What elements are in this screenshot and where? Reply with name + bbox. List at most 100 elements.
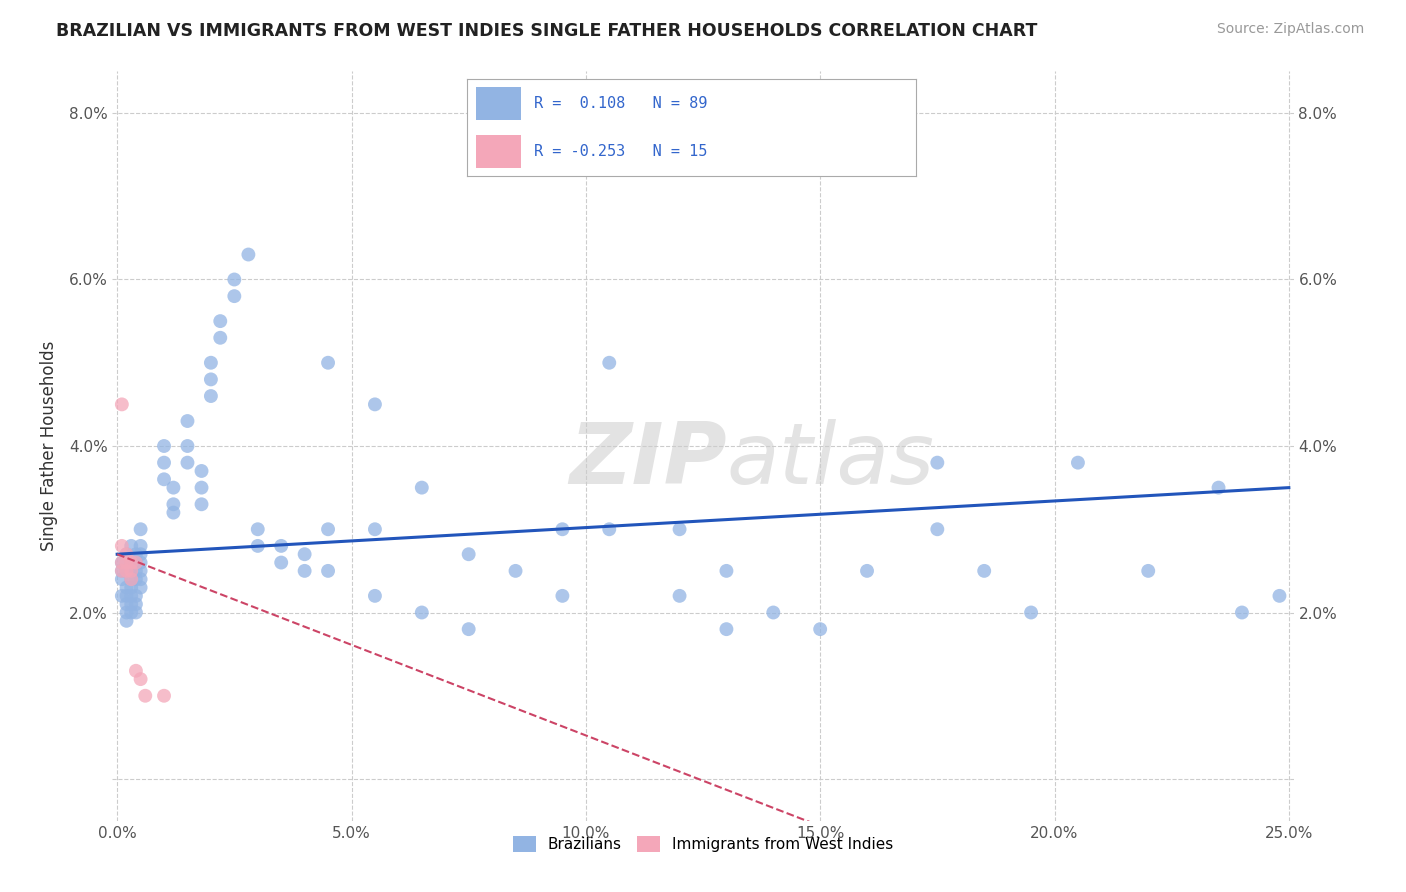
Point	[973, 564, 995, 578]
Point	[115, 564, 138, 578]
Point	[115, 606, 138, 620]
Point	[598, 356, 620, 370]
Point	[176, 439, 198, 453]
Text: BRAZILIAN VS IMMIGRANTS FROM WEST INDIES SINGLE FATHER HOUSEHOLDS CORRELATION CH: BRAZILIAN VS IMMIGRANTS FROM WEST INDIES…	[56, 22, 1038, 40]
Point	[129, 672, 152, 686]
Point	[1208, 481, 1230, 495]
Point	[111, 556, 134, 570]
Point	[246, 522, 269, 536]
Point	[129, 564, 152, 578]
Point	[115, 564, 138, 578]
Point	[190, 497, 212, 511]
Point	[120, 564, 142, 578]
Point	[111, 556, 134, 570]
Point	[224, 289, 246, 303]
Point	[129, 539, 152, 553]
Point	[190, 464, 212, 478]
Point	[856, 564, 879, 578]
Point	[125, 597, 148, 611]
Point	[129, 581, 152, 595]
Point	[411, 481, 433, 495]
Text: Source: ZipAtlas.com: Source: ZipAtlas.com	[1216, 22, 1364, 37]
Point	[120, 556, 142, 570]
Point	[129, 556, 152, 570]
Point	[111, 572, 134, 586]
Point	[134, 689, 156, 703]
Point	[115, 581, 138, 595]
Point	[200, 389, 222, 403]
Point	[316, 522, 339, 536]
Point	[115, 614, 138, 628]
Text: atlas: atlas	[727, 419, 935, 502]
Point	[115, 597, 138, 611]
Point	[364, 522, 387, 536]
Point	[125, 572, 148, 586]
Point	[111, 589, 134, 603]
Point	[120, 606, 142, 620]
Point	[668, 589, 690, 603]
Text: ZIP: ZIP	[569, 419, 727, 502]
Point	[1268, 589, 1291, 603]
Point	[120, 597, 142, 611]
Point	[111, 564, 134, 578]
Point	[153, 439, 176, 453]
Point	[129, 572, 152, 586]
Point	[716, 564, 738, 578]
Point	[162, 506, 184, 520]
Point	[668, 522, 690, 536]
Point	[411, 606, 433, 620]
Legend: Brazilians, Immigrants from West Indies: Brazilians, Immigrants from West Indies	[506, 830, 900, 858]
Point	[120, 572, 142, 586]
Point	[316, 356, 339, 370]
Point	[111, 564, 134, 578]
Point	[120, 581, 142, 595]
Point	[200, 372, 222, 386]
Point	[115, 547, 138, 561]
Point	[200, 356, 222, 370]
Point	[162, 481, 184, 495]
Y-axis label: Single Father Households: Single Father Households	[39, 341, 58, 551]
Point	[120, 572, 142, 586]
Point	[115, 556, 138, 570]
Point	[153, 689, 176, 703]
Point	[1019, 606, 1042, 620]
Point	[125, 556, 148, 570]
Point	[1137, 564, 1160, 578]
Point	[598, 522, 620, 536]
Point	[125, 564, 148, 578]
Point	[457, 547, 479, 561]
Point	[551, 589, 574, 603]
Point	[270, 556, 292, 570]
Point	[111, 539, 134, 553]
Point	[190, 481, 212, 495]
Point	[125, 606, 148, 620]
Point	[120, 589, 142, 603]
Point	[927, 522, 949, 536]
Point	[120, 564, 142, 578]
Point	[1067, 456, 1090, 470]
Point	[115, 547, 138, 561]
Point	[209, 331, 232, 345]
Point	[115, 589, 138, 603]
Point	[294, 547, 316, 561]
Point	[176, 414, 198, 428]
Point	[209, 314, 232, 328]
Point	[316, 564, 339, 578]
Point	[224, 272, 246, 286]
Point	[125, 547, 148, 561]
Point	[551, 522, 574, 536]
Point	[238, 247, 260, 261]
Point	[120, 556, 142, 570]
Point	[153, 456, 176, 470]
Point	[808, 622, 831, 636]
Point	[1230, 606, 1253, 620]
Point	[162, 497, 184, 511]
Point	[364, 589, 387, 603]
Point	[125, 589, 148, 603]
Point	[294, 564, 316, 578]
Point	[129, 522, 152, 536]
Point	[716, 622, 738, 636]
Point	[457, 622, 479, 636]
Point	[762, 606, 785, 620]
Point	[270, 539, 292, 553]
